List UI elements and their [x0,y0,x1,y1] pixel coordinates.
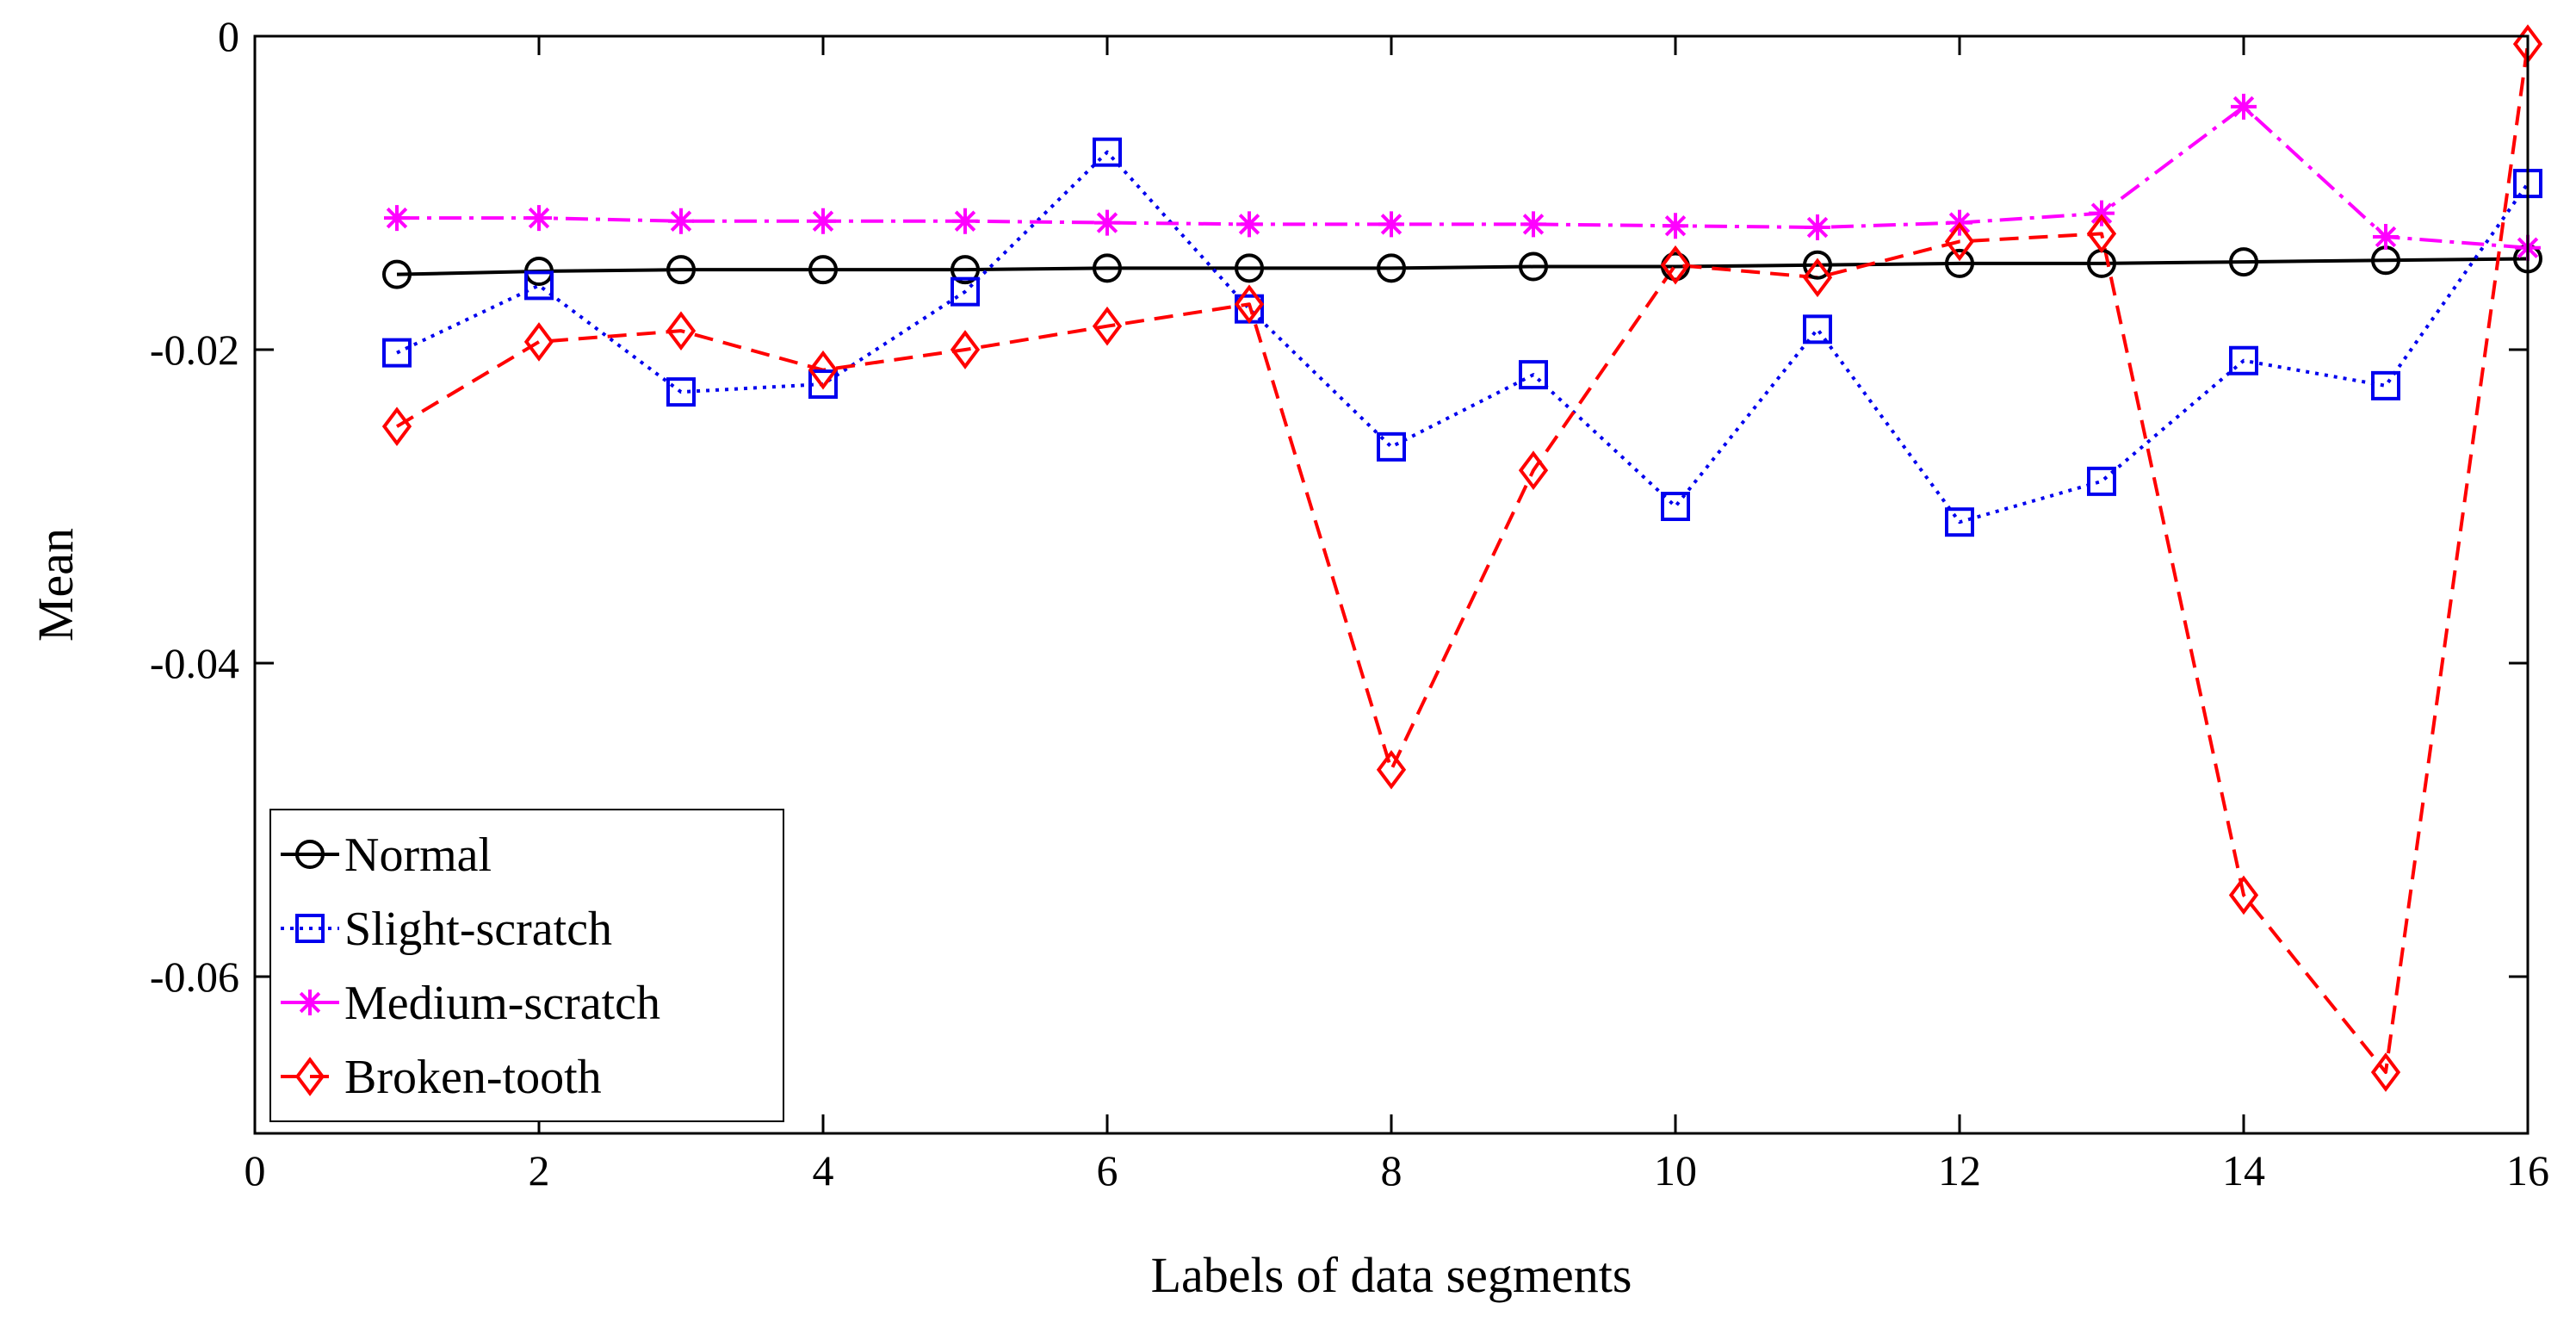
legend-marker-normal [295,840,325,869]
data-point-slight-scratch-13 [2087,466,2116,496]
data-point-medium-scratch-10 [1663,213,1688,239]
y-tick-label-0: 0 [218,12,239,60]
data-point-medium-scratch-7 [1236,211,1262,238]
data-point-medium-scratch-9 [1520,211,1546,238]
data-point-broken-tooth-4 [808,350,839,390]
y-tick-label-3: -0.06 [150,953,239,1001]
data-point-broken-tooth-3 [666,311,697,351]
data-point-broken-tooth-1 [381,406,412,447]
series-line-medium-scratch [397,104,2529,250]
legend-marker-slight-scratch [295,914,325,943]
y-tick-label-2: -0.04 [150,639,239,687]
data-point-medium-scratch-2 [526,205,552,232]
data-point-medium-scratch-13 [2089,200,2115,227]
x-tick-label-4: 8 [1381,1146,1403,1195]
data-point-slight-scratch-3 [666,377,696,407]
data-point-normal-4 [808,255,838,285]
legend-label-broken-tooth: Broken-tooth [344,1051,602,1104]
x-tick-label-6: 12 [1938,1146,1981,1195]
legend: Normal Slight-scratch Medium-scratch Broken… [269,809,784,1122]
data-point-slight-scratch-5 [951,276,980,307]
x-axis-label: Labels of data segments [1151,1247,1632,1303]
legend-box [269,809,784,1122]
legend-label-medium-scratch: Medium-scratch [344,977,660,1030]
data-point-slight-scratch-15 [2371,370,2400,400]
legend-item-medium-scratch: Medium-scratch [281,977,660,1030]
data-point-normal-8 [1377,253,1406,283]
data-point-broken-tooth-15 [2370,1052,2401,1092]
data-point-broken-tooth-10 [1660,245,1691,285]
data-point-broken-tooth-13 [2086,214,2117,254]
legend-item-slight-scratch: Slight-scratch [281,903,612,956]
data-point-normal-9 [1519,251,1548,282]
data-point-slight-scratch-14 [2229,345,2258,375]
data-point-broken-tooth-2 [523,322,554,362]
data-point-slight-scratch-8 [1377,431,1406,462]
x-tick-label-7: 14 [2222,1146,2265,1195]
data-point-medium-scratch-4 [810,208,836,234]
x-tick-label-5: 10 [1654,1146,1697,1195]
axes: 0 2 4 6 8 10 12 14 16 0 -0.02 -0.04 -0.06 [150,12,2549,1195]
data-point-slight-scratch-10 [1661,492,1690,521]
data-point-broken-tooth-14 [2228,875,2259,915]
data-point-broken-tooth-8 [1376,749,1407,790]
legend-label-slight-scratch: Slight-scratch [344,903,612,956]
series-line-broken-tooth [395,43,2530,1075]
data-point-slight-scratch-12 [1945,507,1974,537]
y-axis-label: Mean [28,528,84,642]
data-point-slight-scratch-11 [1803,314,1832,344]
data-point-normal-1 [382,259,412,289]
legend-item-normal: Normal [281,828,492,882]
data-point-slight-scratch-1 [382,338,412,368]
data-point-normal-3 [666,255,696,285]
data-point-normal-11 [1803,250,1832,280]
data-point-medium-scratch-8 [1378,211,1404,238]
data-point-broken-tooth-9 [1518,450,1549,490]
series-markers-broken-tooth [381,24,2543,1092]
y-tick-label-1: -0.02 [150,326,239,374]
data-point-medium-scratch-6 [1094,209,1120,236]
x-tick-label-3: 6 [1097,1146,1118,1195]
data-point-medium-scratch-14 [2231,93,2257,120]
x-tick-label-8: 16 [2506,1146,2549,1195]
data-point-slight-scratch-4 [808,369,838,400]
data-point-broken-tooth-11 [1802,258,1833,298]
x-tick-label-1: 2 [529,1146,550,1195]
data-point-broken-tooth-12 [1944,221,1975,262]
legend-label-normal: Normal [344,828,492,882]
data-point-broken-tooth-6 [1092,306,1123,346]
data-point-normal-7 [1235,253,1264,283]
data-point-medium-scratch-3 [668,208,694,234]
legend-marker-medium-scratch [297,990,323,1015]
series-line-normal [396,257,2529,276]
data-point-medium-scratch-5 [952,208,978,234]
data-point-normal-5 [951,255,980,285]
data-point-slight-scratch-6 [1093,137,1122,167]
data-point-normal-6 [1093,253,1122,283]
data-point-normal-12 [1945,248,1974,278]
legend-item-broken-tooth: Broken-tooth [281,1051,602,1104]
data-point-slight-scratch-9 [1519,360,1548,390]
data-point-broken-tooth-5 [950,330,981,369]
x-tick-label-2: 4 [813,1146,834,1195]
series-lines [395,43,2530,1075]
x-tick-label-0: 0 [245,1146,266,1195]
data-point-medium-scratch-1 [384,205,410,232]
legend-marker-broken-tooth [294,1057,325,1096]
series-markers-normal [382,244,2542,289]
series-markers-slight-scratch [382,137,2542,537]
data-point-medium-scratch-15 [2373,223,2399,250]
data-point-slight-scratch-2 [524,270,554,301]
data-point-normal-14 [2229,247,2258,277]
series-markers [381,24,2543,1092]
data-point-medium-scratch-11 [1805,214,1830,241]
data-point-broken-tooth-7 [1234,284,1265,325]
